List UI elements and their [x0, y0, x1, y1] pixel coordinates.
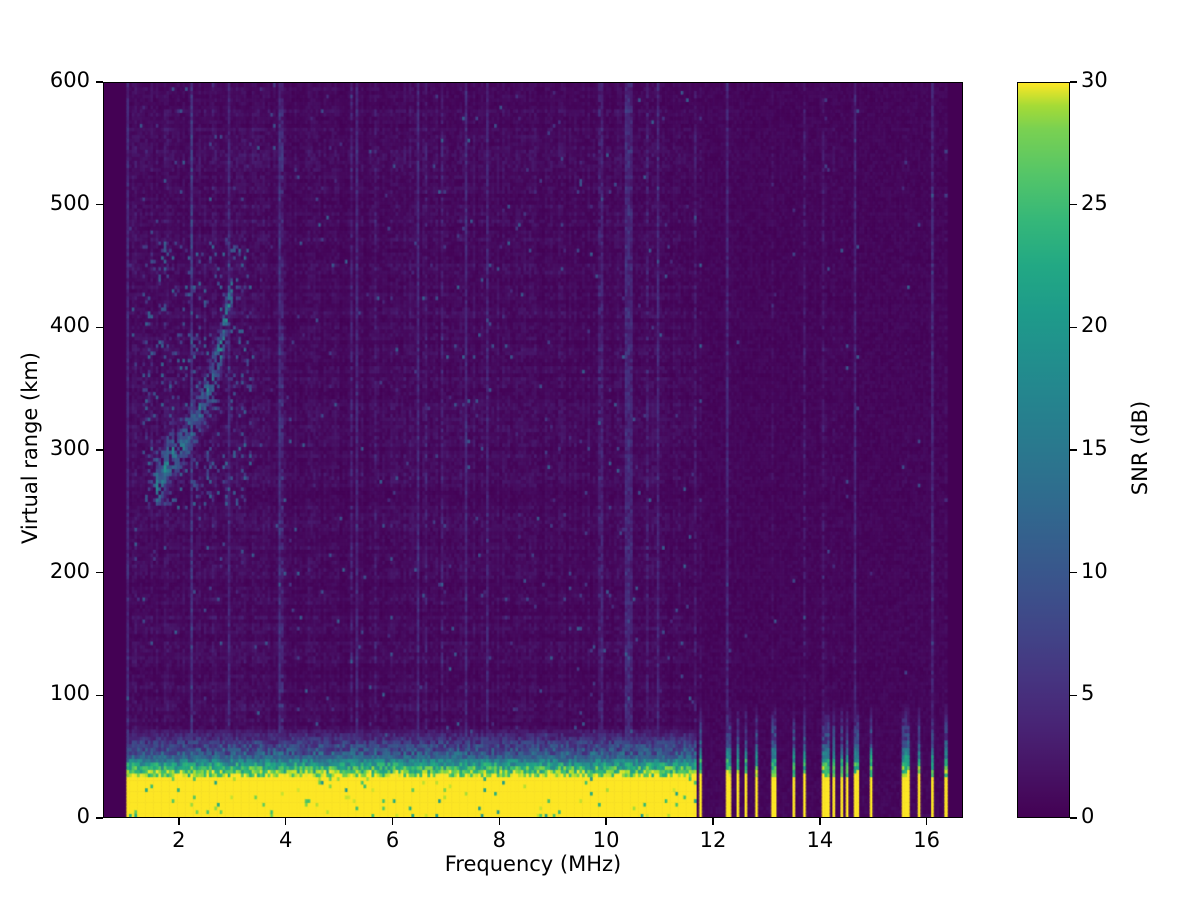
x-tick-label: 4: [278, 828, 293, 852]
x-tick-mark: [391, 818, 394, 825]
y-tick-mark: [96, 694, 103, 697]
x-tick-mark: [605, 818, 607, 825]
colorbar-tick-label: 25: [1081, 190, 1108, 215]
x-tick-label: 10: [592, 828, 620, 852]
x-tick-label: 6: [385, 828, 400, 852]
x-tick-mark: [284, 818, 287, 825]
colorbar-tick-label: 0: [1081, 804, 1095, 828]
colorbar-tick-mark: [1070, 694, 1077, 697]
x-tick-mark: [712, 818, 714, 825]
y-tick-label: 0: [76, 804, 90, 828]
colorbar-tick-label: 20: [1081, 313, 1108, 338]
y-tick-mark: [96, 817, 103, 819]
colorbar-tick-mark: [1070, 326, 1077, 329]
y-tick-label: 500: [49, 190, 90, 215]
x-tick-label: 8: [492, 828, 507, 852]
y-tick-label: 100: [49, 681, 90, 706]
x-tick-mark: [925, 818, 928, 825]
colorbar-tick-label: 15: [1081, 436, 1108, 460]
x-tick-mark: [178, 818, 180, 825]
colorbar[interactable]: [1017, 82, 1070, 818]
colorbar-tick-mark: [1070, 817, 1077, 819]
y-tick-label: 600: [49, 68, 90, 92]
x-tick-label: 12: [699, 828, 727, 852]
y-tick-mark: [96, 571, 103, 574]
colorbar-tick-mark: [1070, 81, 1077, 83]
x-tick-label: 2: [172, 828, 186, 852]
x-axis-label: Frequency (MHz): [444, 852, 622, 876]
ionogram-heatmap: [104, 83, 962, 817]
y-tick-label: 200: [49, 558, 90, 583]
colorbar-label: SNR (dB): [1128, 400, 1152, 496]
y-tick-mark: [96, 326, 103, 329]
y-tick-mark: [96, 203, 103, 206]
colorbar-tick-label: 10: [1081, 558, 1108, 583]
y-tick-label: 400: [49, 313, 90, 338]
ionogram-plot-area[interactable]: [103, 82, 963, 818]
x-tick-mark: [498, 818, 501, 825]
y-axis-label: Virtual range (km): [18, 351, 42, 545]
x-tick-label: 14: [806, 828, 834, 852]
y-tick-label: 300: [49, 436, 90, 460]
colorbar-tick-mark: [1070, 203, 1077, 206]
y-tick-mark: [96, 449, 103, 451]
colorbar-tick-mark: [1070, 571, 1077, 574]
y-tick-mark: [96, 81, 103, 83]
colorbar-tick-mark: [1070, 449, 1077, 451]
colorbar-tick-label: 30: [1081, 68, 1108, 92]
x-tick-label: 16: [913, 828, 941, 852]
colorbar-tick-label: 5: [1081, 681, 1095, 706]
x-tick-mark: [819, 818, 821, 825]
